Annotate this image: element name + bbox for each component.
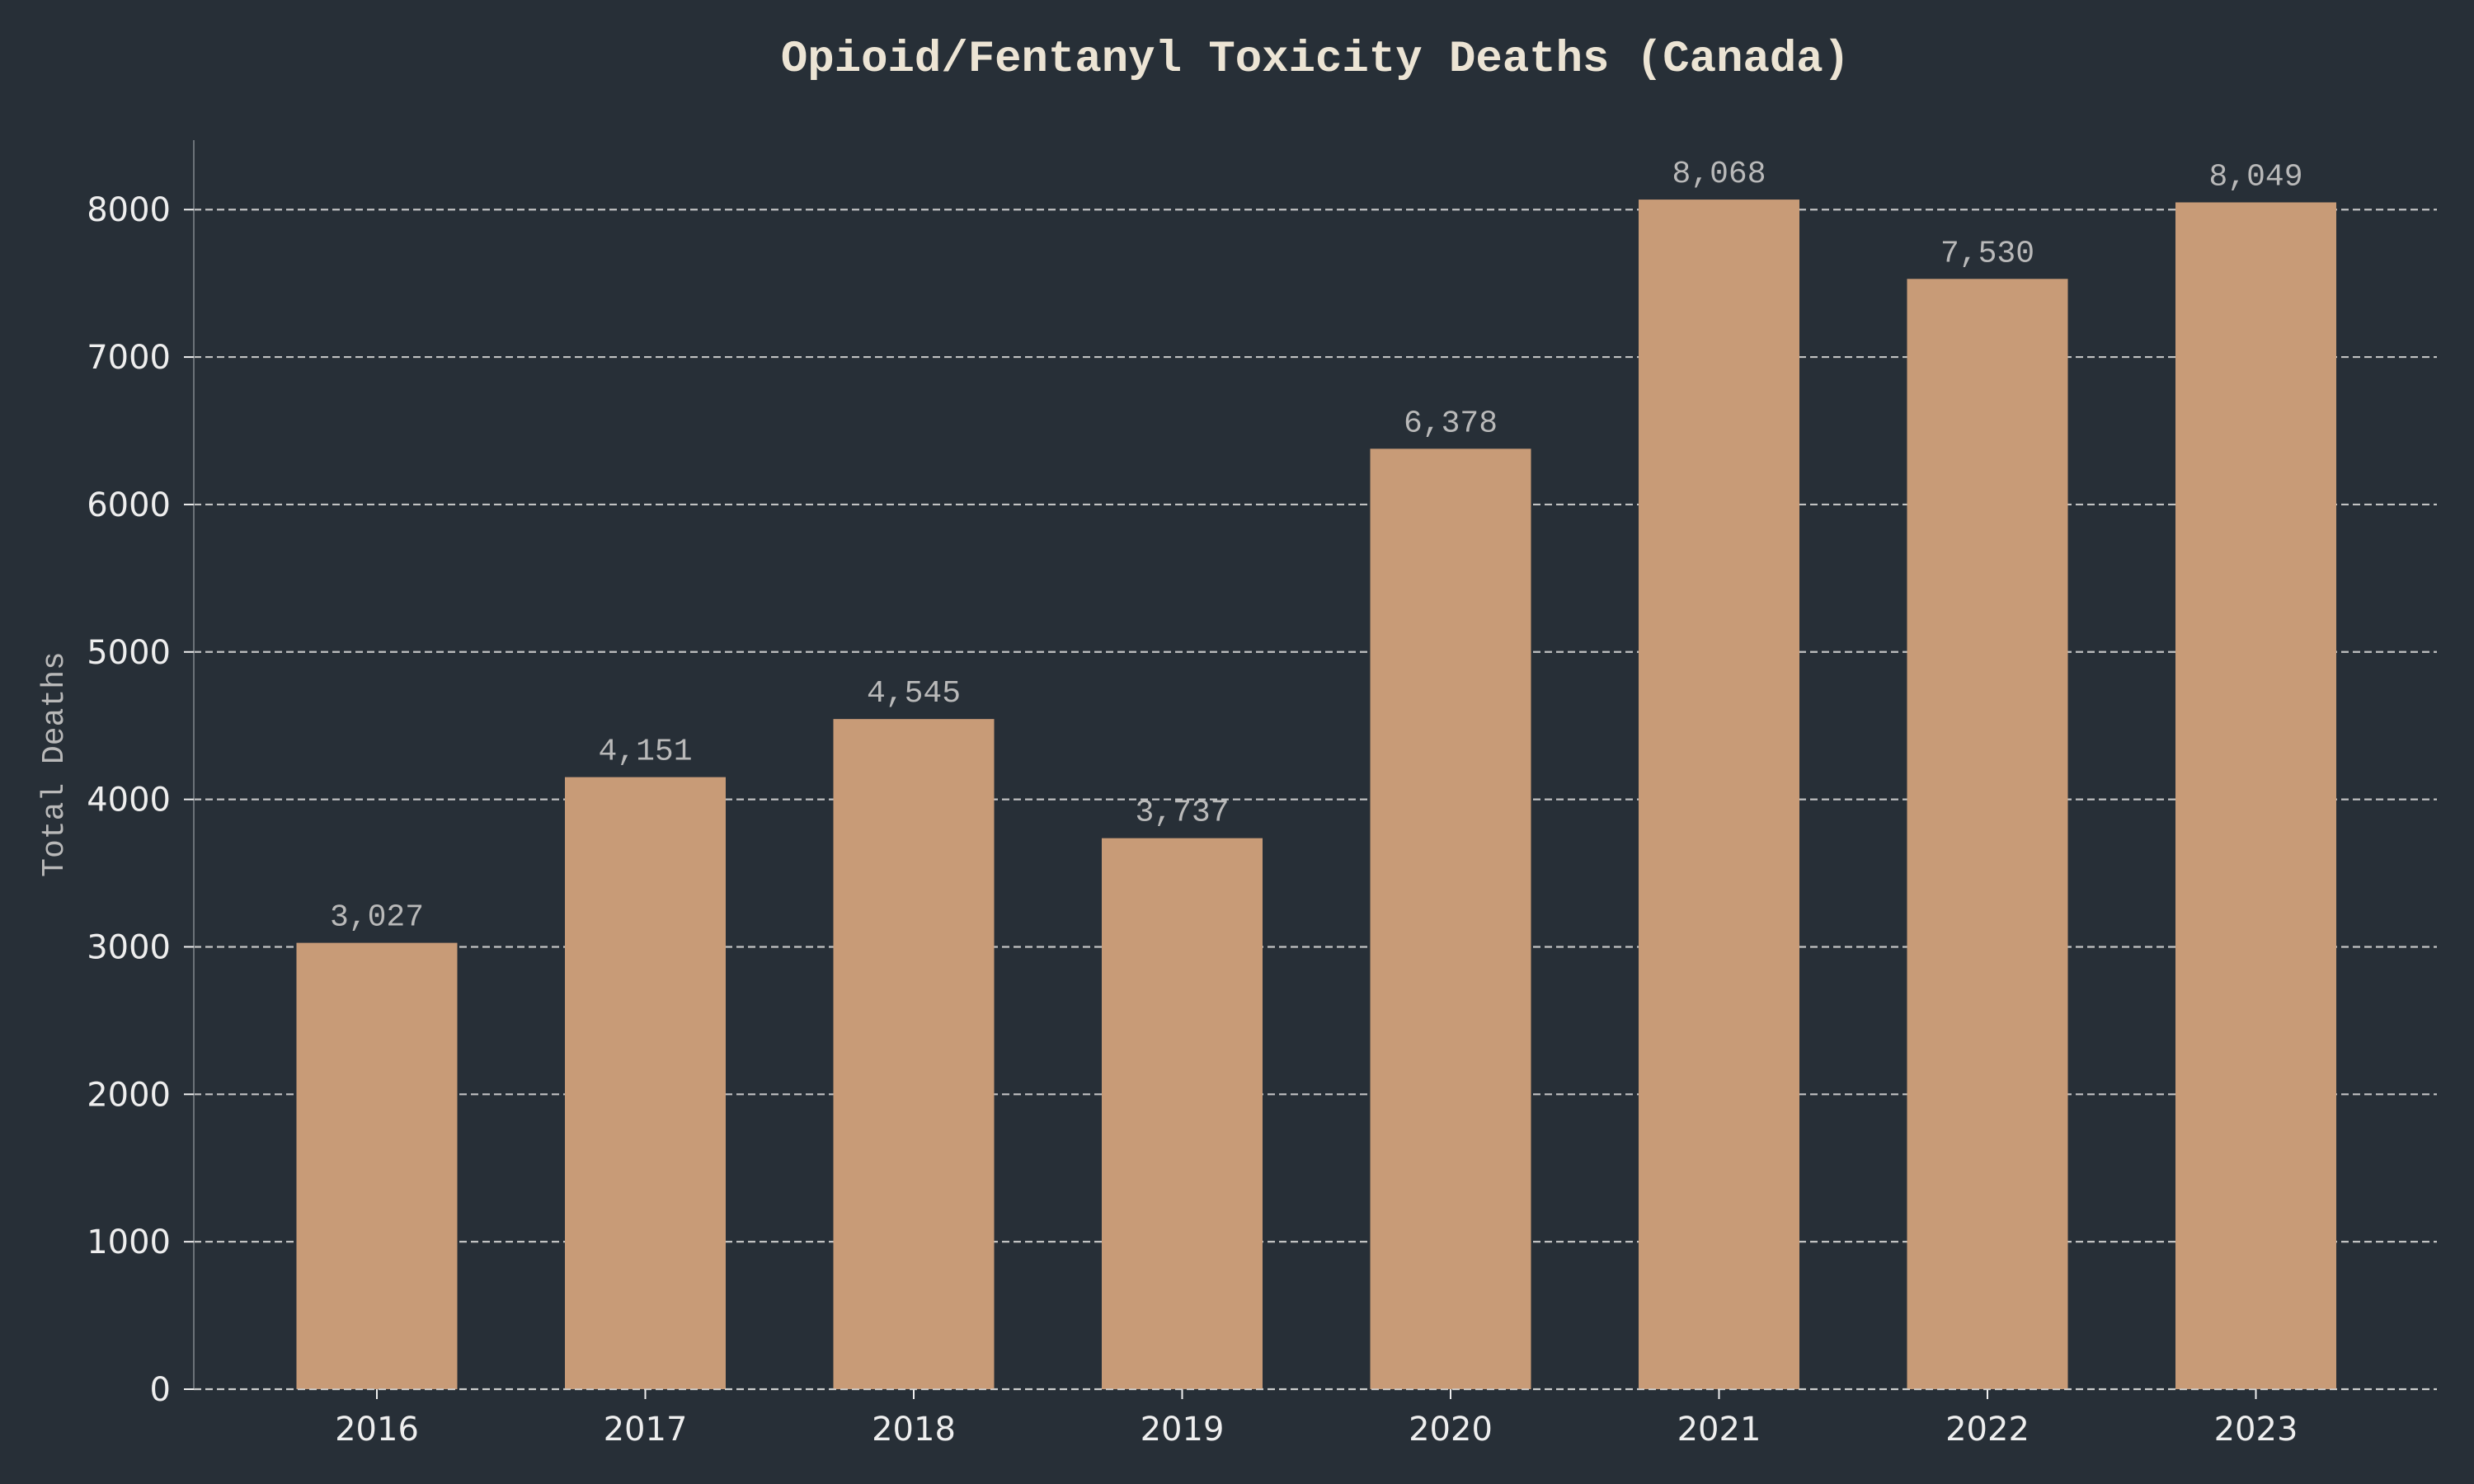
bar-2020 (1370, 448, 1531, 1390)
y-tick-label: 5000 (87, 634, 171, 672)
value-label: 3,027 (330, 900, 424, 936)
y-tick-label: 6000 (87, 486, 171, 524)
y-tick-label: 2000 (87, 1076, 171, 1114)
value-label: 7,530 (1940, 236, 2034, 271)
bar-2019 (1102, 838, 1263, 1389)
value-labels: 3,027 4,151 4,545 3,737 6,378 8,068 7,530 8,049 (194, 157, 2437, 1390)
x-tick-label: 2022 (1945, 1411, 2030, 1449)
bar-2021 (1639, 200, 1799, 1390)
y-tick-label: 3000 (87, 928, 171, 966)
y-tick-label: 8000 (87, 191, 171, 229)
y-tick-label: 0 (150, 1371, 171, 1409)
x-tick-label: 2016 (335, 1411, 419, 1449)
x-tick-label: 2021 (1677, 1411, 1761, 1449)
bar-2017 (565, 777, 726, 1389)
bar-2023 (2175, 202, 2336, 1390)
x-tick-label: 2018 (872, 1411, 956, 1449)
x-tick-label: 2020 (1409, 1411, 1493, 1449)
bar-2018 (833, 719, 995, 1389)
value-label: 8,068 (1672, 157, 1766, 192)
y-axis-label: Total Deaths (37, 651, 73, 877)
gridlines (194, 209, 2437, 1391)
value-label: 4,545 (867, 676, 961, 711)
y-ticks: 0 1000 2000 3000 4000 5000 6000 7000 8000 (87, 191, 194, 1409)
value-label: 4,151 (598, 735, 692, 770)
bars (296, 200, 2336, 1390)
value-label: 3,737 (1135, 796, 1229, 831)
value-label: 6,378 (1404, 406, 1498, 441)
chart-title: Opioid/Fentanyl Toxicity Deaths (Canada) (781, 35, 1850, 85)
bar-2022 (1907, 279, 2068, 1389)
value-label: 8,049 (2208, 159, 2302, 195)
x-tick-label: 2017 (604, 1411, 688, 1449)
x-ticks: 2016 2017 2018 2019 2020 2021 2022 2023 (335, 1389, 2298, 1449)
x-tick-label: 2019 (1141, 1411, 1225, 1449)
bar-2016 (296, 942, 458, 1389)
x-tick-label: 2023 (2214, 1411, 2298, 1449)
y-tick-label: 7000 (87, 339, 171, 377)
y-tick-label: 4000 (87, 782, 171, 819)
y-tick-label: 1000 (87, 1223, 171, 1261)
